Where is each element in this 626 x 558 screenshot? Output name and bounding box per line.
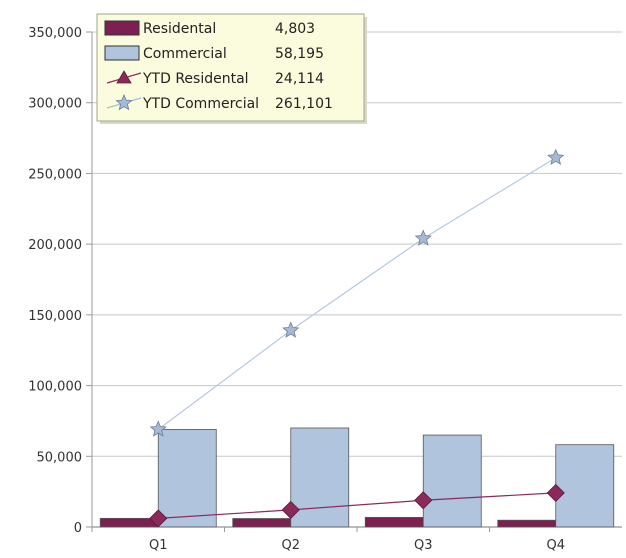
- point-ytd-commercial: [282, 321, 300, 338]
- bar-commercial: [290, 427, 350, 528]
- legend-swatch-residental: [104, 20, 140, 36]
- y-tick-label: 200,000: [28, 238, 82, 253]
- x-tick-label: Q4: [546, 538, 565, 553]
- point-ytd-residental: [281, 500, 300, 519]
- point-ytd-residental: [414, 491, 433, 510]
- x-tick-label: Q2: [281, 538, 300, 553]
- y-tick-label: 300,000: [28, 97, 82, 112]
- legend-box: [96, 13, 365, 122]
- bar-commercial: [555, 444, 615, 528]
- legend-value-residental: 4,803: [275, 21, 315, 37]
- x-tick-label: Q3: [414, 538, 433, 553]
- point-ytd-residental: [149, 509, 168, 528]
- y-tick-label: 250,000: [28, 167, 82, 182]
- point-ytd-commercial: [149, 420, 167, 437]
- legend-label-ytd-residental: YTD Residental: [142, 71, 249, 87]
- legend-value-ytd-commercial: 261,101: [275, 96, 333, 112]
- point-ytd-commercial: [547, 148, 565, 166]
- line-ytd-residental: [158, 492, 556, 519]
- y-tick-label: 0: [74, 521, 82, 536]
- y-tick-label: 50,000: [37, 450, 83, 465]
- bar-residental: [364, 516, 424, 528]
- legend-label-commercial: Commercial: [143, 46, 227, 62]
- x-tick-label: Q1: [149, 538, 168, 553]
- line-ytd-commercial: [157, 157, 557, 430]
- legend-label-ytd-commercial: YTD Commercial: [142, 96, 259, 112]
- bar-commercial: [157, 429, 217, 528]
- legend-marker-ytd-residental: [116, 70, 132, 84]
- bar-residental: [497, 519, 557, 528]
- legend-value-commercial: 58,195: [275, 46, 324, 62]
- y-tick-label: 350,000: [28, 26, 82, 41]
- bar-residental: [99, 517, 159, 528]
- y-tick-label: 100,000: [28, 380, 82, 395]
- legend-marker-ytd-commercial: [115, 93, 133, 111]
- bar-commercial: [422, 434, 482, 528]
- legend-value-ytd-residental: 24,114: [275, 71, 324, 87]
- y-tick-label: 150,000: [28, 309, 82, 324]
- point-ytd-commercial: [414, 229, 432, 246]
- bar-residental: [232, 518, 292, 528]
- legend-swatch-commercial: [104, 45, 140, 61]
- point-ytd-residental: [546, 483, 565, 502]
- legend-label-residental: Residental: [143, 21, 216, 37]
